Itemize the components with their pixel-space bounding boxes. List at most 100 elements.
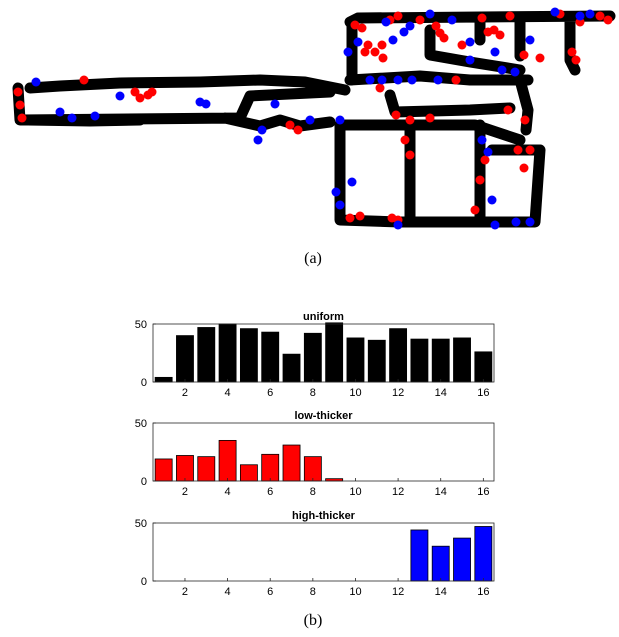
bar	[325, 322, 344, 383]
bar	[154, 376, 173, 383]
red-point	[451, 75, 461, 85]
chart-panel: 2 4 6 8 10 12 14 16 0 50 low-thicker	[135, 410, 495, 498]
y-tick-label: 0	[141, 377, 147, 389]
blue-point	[305, 115, 315, 125]
plot-frame	[152, 522, 495, 582]
x-tick-label: 8	[310, 586, 316, 598]
red-point	[13, 87, 23, 97]
bar	[453, 537, 471, 582]
blue-point	[331, 187, 341, 197]
x-tick-label: 6	[267, 387, 273, 399]
y-tick-label: 50	[135, 319, 147, 331]
bar	[261, 331, 280, 383]
red-point	[405, 150, 415, 160]
x-tick-label: 14	[435, 486, 447, 498]
red-point	[15, 100, 25, 110]
blue-point	[201, 99, 211, 109]
red-point	[360, 47, 370, 57]
blue-point	[115, 91, 125, 101]
bar	[474, 526, 493, 582]
x-tick-label: 12	[392, 586, 404, 598]
red-point	[400, 135, 410, 145]
red-point	[393, 11, 403, 21]
blue-point	[335, 115, 345, 125]
chart-panel: 2 4 6 8 10 12 14 16 0 50 high-thicker	[135, 510, 495, 598]
blue-point	[253, 135, 263, 145]
blue-point	[365, 75, 375, 85]
x-tick-label: 12	[392, 486, 404, 498]
x-tick-label: 8	[310, 486, 316, 498]
blue-point	[55, 107, 65, 117]
bar	[282, 353, 301, 383]
red-point	[357, 23, 367, 33]
blue-point	[465, 37, 475, 47]
red-point	[571, 55, 581, 65]
red-point	[525, 145, 535, 155]
x-tick-label: 14	[435, 387, 447, 399]
blue-point	[490, 220, 500, 230]
blue-point	[490, 47, 500, 57]
blue-point	[447, 15, 457, 25]
red-point	[79, 75, 89, 85]
blue-point	[433, 75, 443, 85]
blue-point	[407, 75, 417, 85]
chart-title: high-thicker	[292, 510, 356, 522]
red-point	[475, 175, 485, 185]
blue-point	[575, 11, 585, 21]
red-point	[513, 145, 523, 155]
bar	[154, 458, 173, 482]
bar	[367, 339, 386, 383]
x-tick-label: 8	[310, 387, 316, 399]
bar	[431, 545, 450, 582]
blue-point	[393, 220, 403, 230]
bar	[303, 332, 322, 383]
chart-panel: 2 4 6 8 10 12 14 16 0 50 uniform	[135, 311, 495, 399]
floor-plan-trajectory	[12, 7, 616, 230]
red-point	[375, 83, 385, 93]
blue-point	[405, 21, 415, 31]
blue-point	[525, 35, 535, 45]
blue-point	[343, 47, 353, 57]
red-point	[519, 50, 529, 60]
caption-a: (a)	[304, 250, 322, 267]
bar	[218, 439, 237, 482]
red-point	[480, 155, 490, 165]
blue-point	[525, 217, 535, 227]
blue-point	[399, 27, 409, 37]
x-tick-label: 4	[225, 586, 231, 598]
y-tick-label: 0	[141, 476, 147, 488]
red-point	[147, 87, 157, 97]
red-point	[135, 93, 145, 103]
red-point	[350, 20, 360, 30]
red-point	[431, 21, 441, 31]
blue-point	[550, 7, 560, 17]
red-point	[377, 40, 387, 50]
bar	[197, 456, 216, 482]
blue-point	[31, 77, 41, 87]
bar	[282, 444, 301, 482]
red-point	[457, 40, 467, 50]
red-point	[415, 15, 425, 25]
red-point	[345, 213, 355, 223]
bar	[346, 337, 365, 383]
bar	[431, 338, 450, 383]
red-point	[378, 53, 388, 63]
bar	[176, 455, 194, 482]
plot-frame	[152, 422, 495, 482]
bar	[239, 328, 258, 383]
plot-frame	[152, 323, 495, 383]
blue-point	[510, 67, 520, 77]
bar	[176, 335, 194, 383]
red-point	[405, 115, 415, 125]
chart-title: uniform	[303, 311, 344, 323]
x-tick-label: 16	[477, 387, 489, 399]
blue-point	[381, 17, 391, 27]
caption-b: (b)	[303, 612, 323, 629]
x-tick-label: 16	[477, 486, 489, 498]
red-point	[495, 30, 505, 40]
blue-point	[425, 9, 435, 19]
x-tick-label: 16	[477, 586, 489, 598]
red-point	[285, 120, 295, 130]
x-tick-label: 2	[182, 387, 188, 399]
